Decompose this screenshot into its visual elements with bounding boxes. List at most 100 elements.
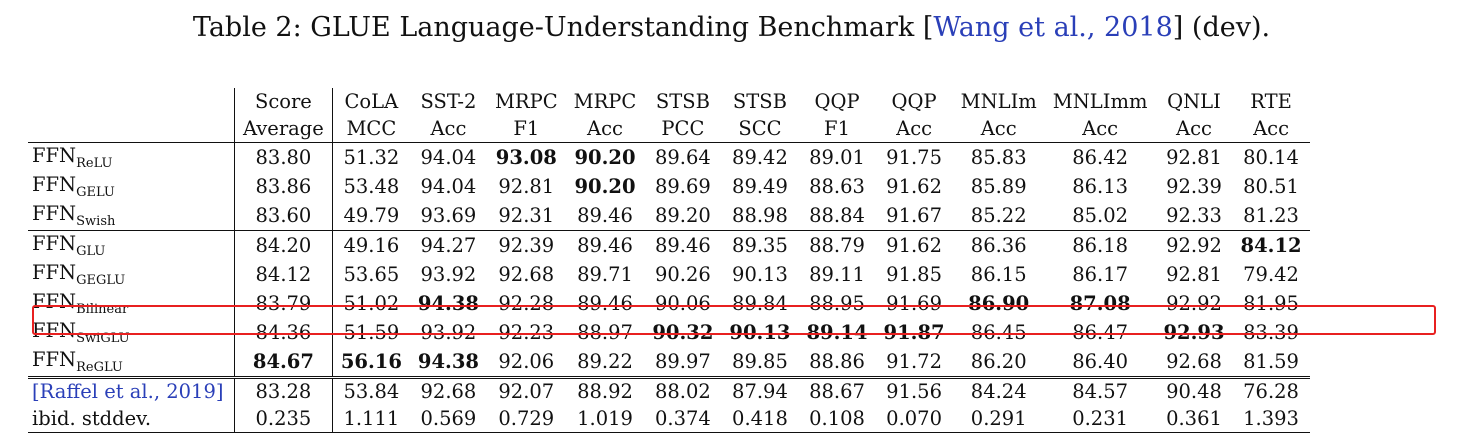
- table-cell: 90.26: [654, 262, 711, 286]
- table-cell: 89.64: [644, 142, 722, 172]
- table-cell: 53.48: [343, 174, 400, 198]
- table-cell: 91.72: [886, 349, 942, 373]
- table-cell: 89.84: [732, 291, 788, 315]
- table-cell: 80.14: [1232, 142, 1310, 172]
- table-body: FFNReLU 83.80 51.32 94.04 93.08 90.20 89.64 89.…: [28, 142, 1310, 433]
- table-cell: 51.02: [343, 291, 400, 315]
- row-label: [Raffel et al., 2019]: [28, 376, 235, 406]
- column-header-bottom: F1: [824, 117, 850, 140]
- table-row: FFNGEGLU 84.12 53.65 93.92 92.68 89.71 90.26 90…: [28, 260, 1310, 289]
- table-cell: 56.16: [332, 347, 410, 378]
- table-cell: 88.92: [565, 376, 645, 406]
- table-cell: 49.79: [343, 203, 400, 227]
- table-cell: 90.06: [654, 291, 711, 315]
- table-cell: 94.27: [409, 230, 487, 260]
- table-cell: 94.38: [410, 347, 487, 378]
- best-score-value: 94.38: [417, 349, 479, 373]
- table-cell: 84.67: [234, 347, 333, 378]
- row-label-subscript: ReLU: [76, 156, 113, 171]
- table-cell: 89.69: [654, 174, 711, 198]
- table-cell: 0.361: [1155, 405, 1233, 433]
- table-cell: 87.08: [1045, 289, 1156, 318]
- column-header-top: MRPC: [494, 90, 558, 113]
- row-label: FFNReGLU: [28, 347, 235, 378]
- caption-citation-link[interactable]: Wang et al., 2018: [933, 12, 1173, 43]
- caption-prefix: Table 2: GLUE Language-Understanding Ben…: [192, 12, 923, 43]
- table-cell: 84.57: [1044, 376, 1156, 406]
- table-cell: 86.36: [952, 230, 1045, 260]
- table-cell: 85.89: [970, 174, 1027, 198]
- column-header-top: Score: [234, 88, 333, 115]
- table-cell: 91.87: [876, 318, 953, 347]
- table-cell: 92.68: [1166, 349, 1222, 373]
- row-label-citation-link[interactable]: [Raffel et al., 2019]: [32, 380, 224, 404]
- table-cell: 84.20: [234, 230, 333, 260]
- table-cell: 84.36: [234, 318, 333, 347]
- table-cell: 90.20: [566, 172, 645, 201]
- table-cell: 92.81: [1166, 262, 1222, 286]
- table-cell: 85.83: [952, 142, 1045, 172]
- best-score-value: 94.38: [417, 291, 479, 315]
- row-label: FFNSwiGLU: [28, 318, 235, 347]
- table-cell: 89.85: [732, 349, 788, 373]
- column-header-bottom: Acc: [587, 117, 623, 140]
- row-label: ibid. stddev.: [28, 405, 235, 433]
- table-cell: 92.06: [498, 349, 555, 373]
- table-cell: 92.92: [1166, 291, 1222, 315]
- table-cell: 94.38: [410, 289, 487, 318]
- table-cell: 83.86: [234, 172, 333, 201]
- table-cell: 83.39: [1243, 320, 1299, 344]
- row-label-subscript: GLU: [76, 244, 106, 259]
- table-cell: 92.68: [409, 376, 487, 406]
- table-cell: 53.65: [343, 262, 400, 286]
- table-cell: 1.393: [1232, 405, 1310, 433]
- column-header-top: QQP: [891, 90, 937, 113]
- header-row-top: Score CoLA SST-2 MRPC MRPC STSB STSB QQP…: [28, 88, 1310, 115]
- table-cell: 94.04: [420, 174, 477, 198]
- best-score-value: 56.16: [340, 349, 402, 373]
- table-cell: 88.67: [798, 376, 876, 406]
- table-cell: 92.39: [1166, 174, 1222, 198]
- column-header-bottom: Acc: [430, 117, 467, 140]
- header-label-cell: [28, 115, 235, 143]
- table-row: FFNBilinear 83.79 51.02 94.38 92.28 89.46 90.0…: [28, 289, 1310, 318]
- table-cell: 92.39: [486, 230, 566, 260]
- table-cell: 89.46: [565, 230, 645, 260]
- best-score-value: 84.12: [1240, 233, 1302, 257]
- column-header-top: RTE: [1250, 90, 1292, 113]
- table-cell: 90.13: [732, 262, 788, 286]
- column-header-top: STSB: [732, 90, 787, 113]
- table-cell: 1.111: [332, 405, 410, 433]
- row-label-name: FFN: [32, 144, 77, 167]
- table-cell: 0.729: [486, 405, 566, 433]
- best-score-value: 90.32: [652, 320, 714, 344]
- table-cell: 90.13: [721, 318, 798, 347]
- table-cell: 0.418: [721, 405, 799, 433]
- table-cell: 90.20: [565, 142, 645, 172]
- table-cell: 92.33: [1166, 203, 1222, 227]
- table-cell: 84.12: [1232, 230, 1310, 260]
- table-cell: 92.81: [1155, 142, 1233, 172]
- column-header-top: QQP: [814, 90, 860, 113]
- row-label-name: FFN: [32, 290, 77, 313]
- table-cell: 84.12: [234, 260, 333, 289]
- column-header-bottom: SCC: [738, 117, 782, 140]
- table-cell: 93.92: [420, 320, 477, 344]
- table-cell: 88.79: [798, 230, 876, 260]
- row-label-subscript: SwiGLU: [76, 331, 130, 346]
- row-label-name: FFN: [32, 232, 77, 255]
- column-header-top: MRPC: [573, 90, 637, 113]
- column-header-bottom: Acc: [1253, 117, 1290, 140]
- row-label-name: FFN: [32, 319, 77, 342]
- caption-suffix: (dev).: [1183, 12, 1271, 43]
- row-label-name: FFN: [32, 348, 77, 371]
- glue-results-table: Score CoLA SST-2 MRPC MRPC STSB STSB QQP…: [28, 88, 1310, 433]
- table-cell: 89.11: [809, 262, 865, 286]
- row-label-subscript: Bilinear: [76, 302, 129, 317]
- row-label-subscript: ReGLU: [76, 360, 123, 375]
- table-cell: 0.108: [798, 405, 876, 433]
- best-score-value: 84.67: [252, 349, 314, 373]
- table-cell: 91.56: [875, 376, 953, 406]
- table-cell: 92.81: [498, 174, 555, 198]
- table-cell: 89.14: [798, 318, 875, 347]
